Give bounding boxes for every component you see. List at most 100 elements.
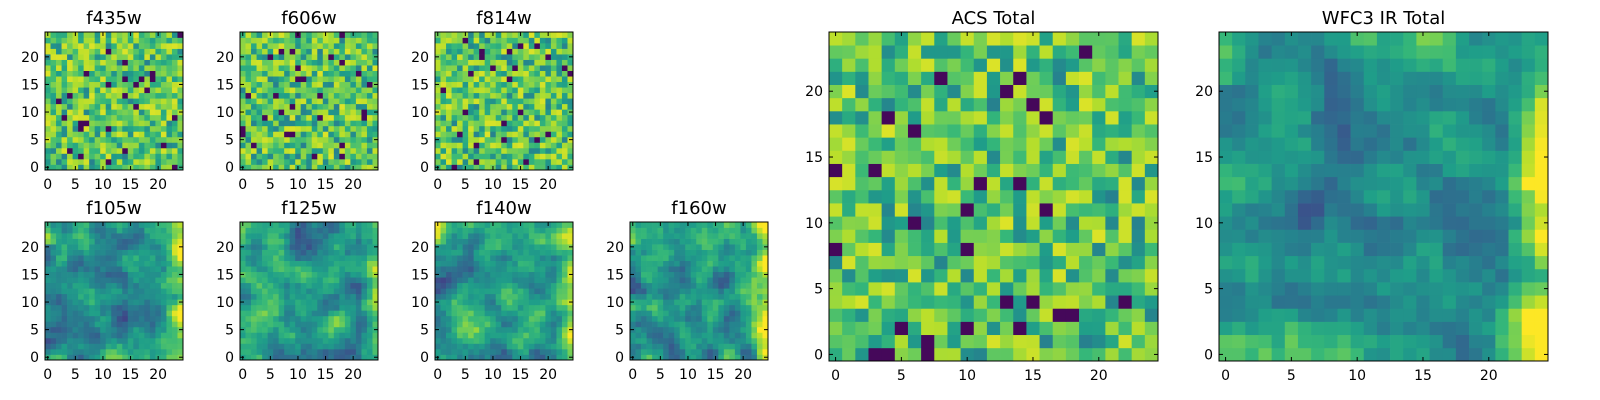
heatmap-cell [171,293,178,300]
heatmap-cell [646,271,653,278]
heatmap-cell [245,282,252,289]
heatmap-cell [674,326,681,333]
heatmap-cell [333,147,340,154]
heatmap-cell [495,65,502,71]
heatmap-cell [240,103,246,110]
heatmap-cell [479,321,486,328]
heatmap-cell [635,277,642,284]
heatmap-cell [473,76,480,83]
heatmap-cell [495,92,502,99]
heatmap-cell [506,343,513,350]
heatmap-cell [94,114,101,121]
heatmap-cell [868,295,882,309]
heatmap-cell [855,229,869,243]
heatmap-cell [100,299,107,306]
heatmap-cell [317,164,324,171]
heatmap-cell [149,92,156,99]
y-tick-label: 5 [225,133,234,149]
heatmap-cell [240,249,246,256]
heatmap-cell [484,354,491,361]
heatmap-cell [479,277,486,284]
heatmap-cell [479,98,486,105]
heatmap-cell [960,203,975,217]
heatmap-cell [160,255,167,261]
heatmap-cell [328,282,335,289]
heatmap-cell [284,147,291,154]
heatmap-cell [451,59,458,66]
heatmap-cell [171,348,178,355]
heatmap-cell [641,337,647,344]
heatmap-cell [177,249,184,256]
heatmap-cell [177,147,184,154]
heatmap-cell [528,227,535,234]
heatmap-cell [440,65,447,71]
heatmap-cell [723,354,730,361]
heatmap-cell [149,260,156,267]
heatmap-cell [501,131,508,138]
heatmap-cell [501,321,508,328]
heatmap-cell [668,337,675,344]
heatmap-cell [50,114,57,121]
heatmap-cell [355,109,362,116]
heatmap-cell [495,332,502,339]
heatmap-cell [133,266,140,273]
heatmap-cell [484,87,491,94]
heatmap-cell [1118,268,1133,283]
heatmap-cell [177,59,184,66]
heatmap-cell [177,348,184,355]
heatmap-cell [1144,242,1159,257]
heatmap-cell [149,158,156,165]
heatmap-cell [56,70,62,77]
heatmap-cell [446,32,452,38]
heatmap-cell [740,326,747,333]
heatmap-cell [94,136,101,143]
axes-frame [44,221,184,361]
heatmap-cell [306,65,313,71]
heatmap-cell [745,233,752,239]
heatmap-cell [473,125,480,132]
heatmap-cell [355,354,362,361]
heatmap-cell [556,304,563,311]
heatmap-cell [333,125,340,132]
heatmap-cell [440,260,447,267]
heatmap-cell [366,114,373,121]
heatmap-cell [344,125,351,132]
heatmap-cell [894,308,909,322]
heatmap-cell [267,326,274,333]
heatmap-cell [333,43,340,49]
heatmap-cell [696,315,703,322]
heatmap-cell [171,227,178,234]
heatmap-cell [473,304,480,311]
heatmap-cell [545,282,552,289]
heatmap-cell [512,125,519,132]
heatmap-cell [372,260,379,267]
heatmap-cell [328,271,335,278]
heatmap-cell [45,288,51,295]
heatmap-cell [372,277,379,284]
heatmap-cell [523,332,530,339]
heatmap-cell [685,288,692,295]
heatmap-cell [756,255,763,261]
heatmap-cell [116,321,123,328]
heatmap-cell [166,238,173,245]
heatmap-cell [451,37,458,44]
heatmap-cell [567,59,574,66]
heatmap-cell [328,120,335,127]
heatmap-cell [646,266,653,273]
heatmap-cell [339,249,346,256]
heatmap-cell [668,332,675,339]
heatmap-cell [479,288,486,295]
heatmap-cell [630,249,636,256]
heatmap-cell [534,310,541,317]
heatmap-cell [690,348,697,355]
heatmap-cell [72,87,79,94]
heatmap-cell [534,109,541,116]
heatmap-cell [479,266,486,273]
heatmap-cell [289,310,296,317]
heatmap-cell [473,315,480,322]
heatmap-cell [756,266,763,273]
heatmap-cell [267,348,274,355]
heatmap-cell [61,249,68,256]
heatmap-cell [561,153,568,160]
heatmap-cell [311,81,318,88]
